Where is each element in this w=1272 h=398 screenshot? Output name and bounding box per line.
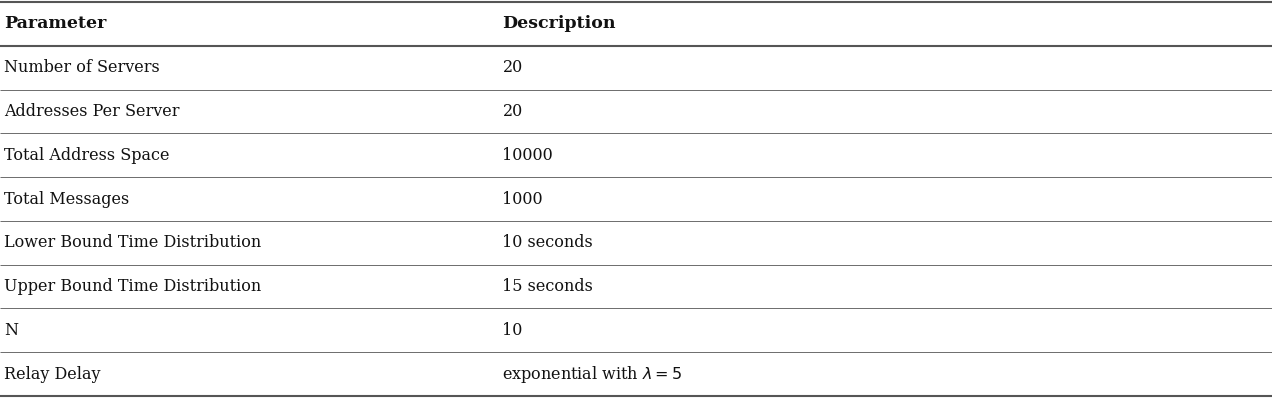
Text: Addresses Per Server: Addresses Per Server	[4, 103, 179, 120]
Text: 10000: 10000	[502, 147, 553, 164]
Text: 10 seconds: 10 seconds	[502, 234, 593, 251]
Text: Relay Delay: Relay Delay	[4, 366, 100, 382]
Text: N: N	[4, 322, 18, 339]
Text: 15 seconds: 15 seconds	[502, 278, 593, 295]
Text: 1000: 1000	[502, 191, 543, 207]
Text: 10: 10	[502, 322, 523, 339]
Text: Total Address Space: Total Address Space	[4, 147, 169, 164]
Text: Lower Bound Time Distribution: Lower Bound Time Distribution	[4, 234, 261, 251]
Text: Upper Bound Time Distribution: Upper Bound Time Distribution	[4, 278, 261, 295]
Text: 20: 20	[502, 59, 523, 76]
Text: exponential with $\lambda = 5$: exponential with $\lambda = 5$	[502, 364, 683, 384]
Text: Total Messages: Total Messages	[4, 191, 128, 207]
Text: Number of Servers: Number of Servers	[4, 59, 159, 76]
Text: 20: 20	[502, 103, 523, 120]
Text: Description: Description	[502, 16, 616, 32]
Text: Parameter: Parameter	[4, 16, 106, 32]
